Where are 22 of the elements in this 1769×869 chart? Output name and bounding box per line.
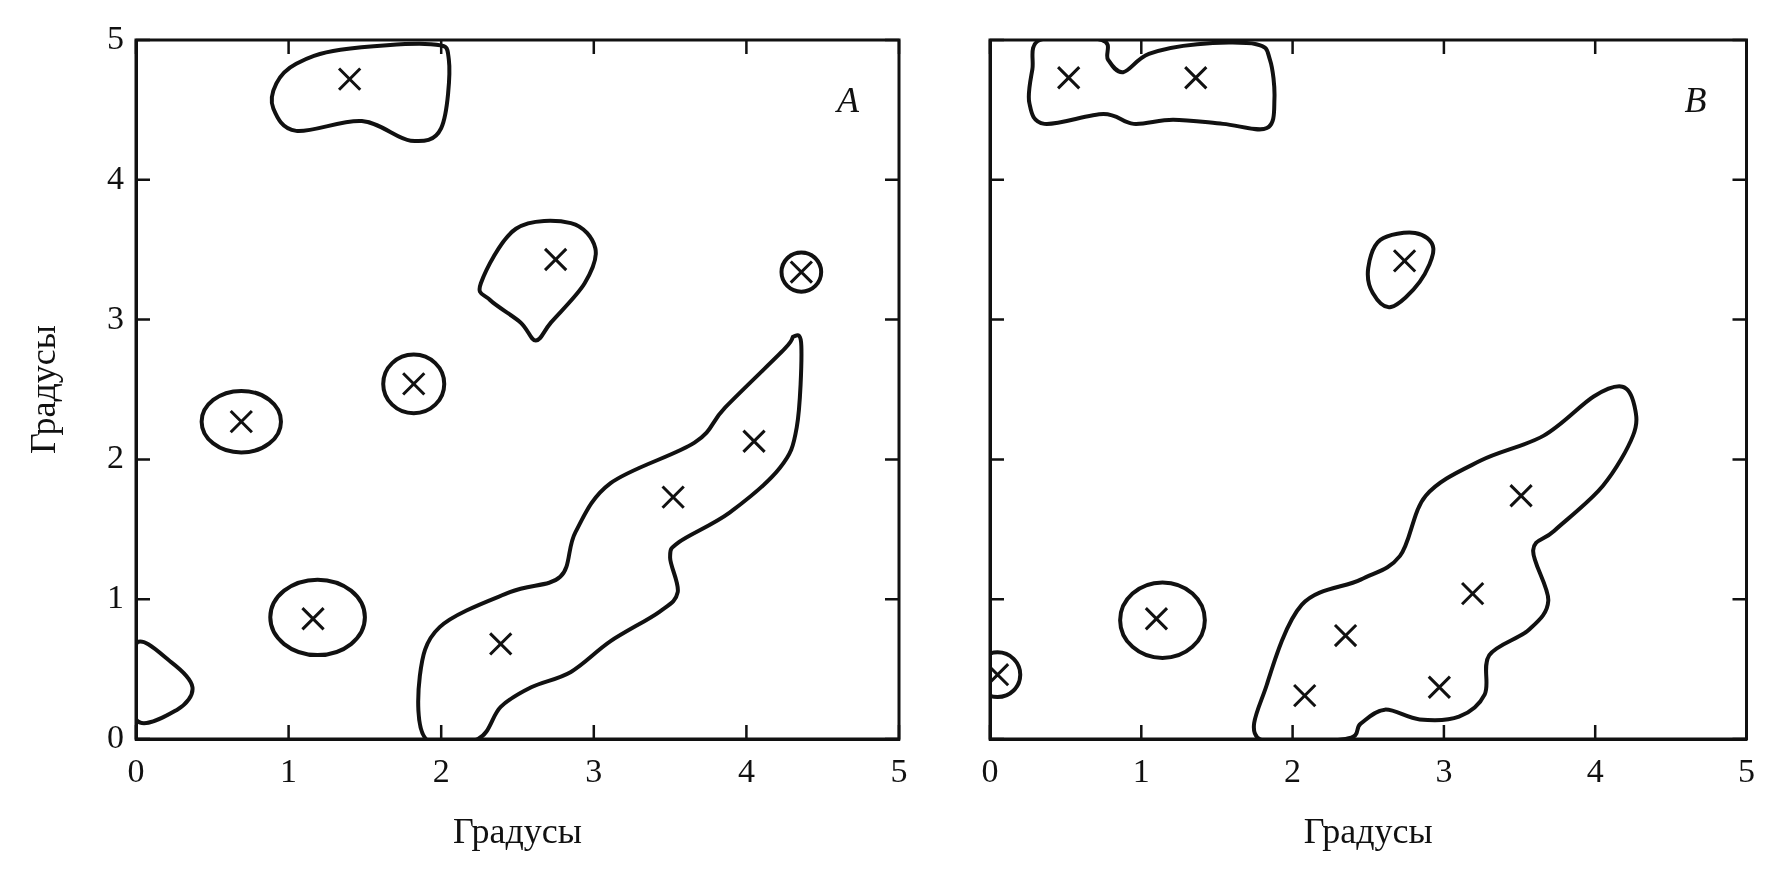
x-tick-label: 2 bbox=[432, 752, 450, 790]
x-tick-label: 2 bbox=[1284, 752, 1302, 790]
x-tick-label: 0 bbox=[981, 752, 999, 790]
x-axis-title: Градусы bbox=[1303, 810, 1433, 851]
y-tick-label: 5 bbox=[107, 18, 124, 56]
x-axis-title: Градусы bbox=[452, 810, 583, 851]
x-tick-label: 4 bbox=[737, 752, 755, 790]
y-tick-label: 4 bbox=[107, 158, 124, 196]
y-tick-label: 3 bbox=[107, 298, 124, 336]
y-tick-label: 2 bbox=[107, 438, 124, 476]
text: B bbox=[1684, 80, 1707, 121]
x-tick-label: 1 bbox=[280, 752, 298, 790]
y-axis-title: Градусы bbox=[23, 324, 64, 455]
x-tick-label: 3 bbox=[585, 752, 603, 790]
x-tick-label: 1 bbox=[1132, 752, 1150, 790]
x-tick-label: 4 bbox=[1586, 752, 1604, 790]
x-tick-label: 5 bbox=[890, 752, 908, 790]
text: A bbox=[835, 80, 860, 121]
y-tick-label: 0 bbox=[107, 717, 124, 755]
x-tick-label: 5 bbox=[1738, 752, 1755, 790]
x-tick-label: 3 bbox=[1435, 752, 1453, 790]
y-tick-label: 1 bbox=[107, 578, 124, 616]
